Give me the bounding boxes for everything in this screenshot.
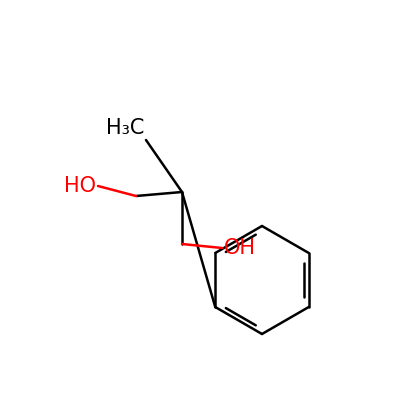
- Text: HO: HO: [64, 176, 96, 196]
- Text: OH: OH: [224, 238, 256, 258]
- Text: H₃C: H₃C: [106, 118, 144, 138]
